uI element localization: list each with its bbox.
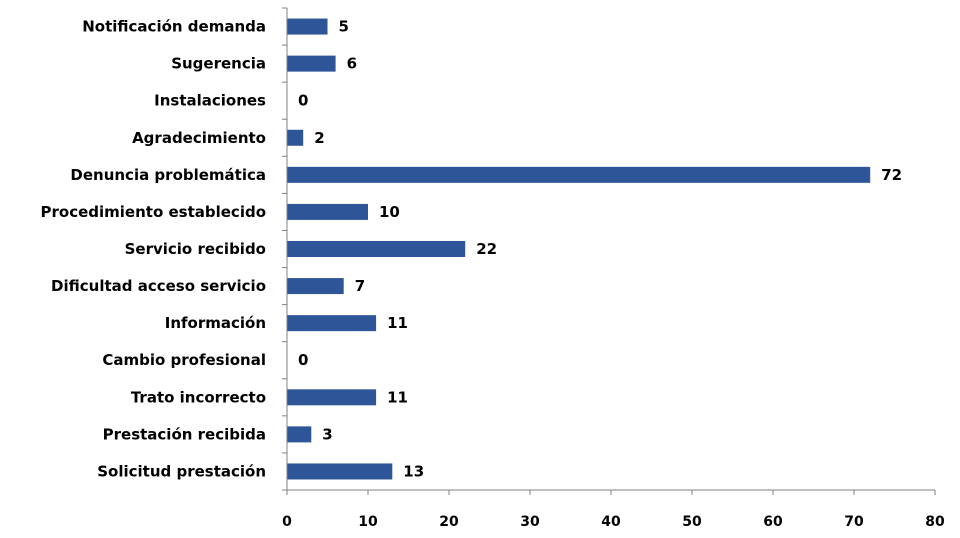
bar bbox=[287, 18, 328, 35]
category-label: Prestación recibida bbox=[103, 425, 266, 443]
category-label: Solicitud prestación bbox=[97, 462, 266, 480]
value-label: 72 bbox=[881, 166, 902, 184]
category-label: Sugerencia bbox=[171, 55, 266, 73]
value-label: 7 bbox=[355, 277, 365, 295]
category-label: Cambio profesional bbox=[102, 351, 266, 369]
x-tick-label: 10 bbox=[358, 514, 378, 530]
value-label: 2 bbox=[314, 129, 324, 147]
bar bbox=[287, 166, 871, 183]
category-label: Denuncia problemática bbox=[70, 166, 266, 184]
category-label: Agradecimiento bbox=[132, 129, 266, 147]
bar bbox=[287, 278, 344, 295]
value-label: 10 bbox=[379, 203, 400, 221]
category-label: Notificación demanda bbox=[82, 18, 266, 36]
x-tick-label: 60 bbox=[763, 514, 783, 530]
value-label: 13 bbox=[403, 462, 424, 480]
value-label: 6 bbox=[347, 55, 357, 73]
value-label: 11 bbox=[387, 314, 408, 332]
category-label: Trato incorrecto bbox=[131, 388, 266, 406]
x-tick-label: 50 bbox=[682, 514, 702, 530]
x-tick-label: 0 bbox=[282, 514, 292, 530]
bar bbox=[287, 463, 393, 480]
category-label: Información bbox=[165, 314, 266, 332]
bar bbox=[287, 129, 304, 146]
category-label: Dificultad acceso servicio bbox=[51, 277, 266, 295]
category-label: Servicio recibido bbox=[125, 240, 266, 258]
value-label: 5 bbox=[339, 18, 349, 36]
bar bbox=[287, 315, 377, 332]
value-label: 0 bbox=[298, 92, 308, 110]
x-tick-label: 20 bbox=[439, 514, 459, 530]
x-tick-label: 70 bbox=[844, 514, 864, 530]
x-tick-label: 80 bbox=[925, 514, 945, 530]
bars bbox=[287, 18, 871, 480]
value-label: 22 bbox=[476, 240, 497, 258]
category-label: Instalaciones bbox=[154, 92, 266, 110]
x-axis-ticks: 0 10 20 30 40 50 60 70 80 bbox=[282, 7, 945, 530]
bar bbox=[287, 389, 377, 406]
category-labels: Notificación demanda Sugerencia Instalacio… bbox=[41, 18, 267, 481]
value-label: 11 bbox=[387, 388, 408, 406]
value-labels: 5 6 0 2 72 10 22 7 11 0 11 3 13 bbox=[298, 18, 902, 481]
bar bbox=[287, 55, 336, 72]
category-label: Procedimiento establecido bbox=[41, 203, 266, 221]
bar bbox=[287, 203, 368, 220]
x-tick-label: 30 bbox=[520, 514, 540, 530]
x-tick-label: 40 bbox=[601, 514, 621, 530]
value-label: 3 bbox=[322, 425, 332, 443]
value-label: 0 bbox=[298, 351, 308, 369]
bar bbox=[287, 241, 466, 257]
bar bbox=[287, 426, 312, 443]
